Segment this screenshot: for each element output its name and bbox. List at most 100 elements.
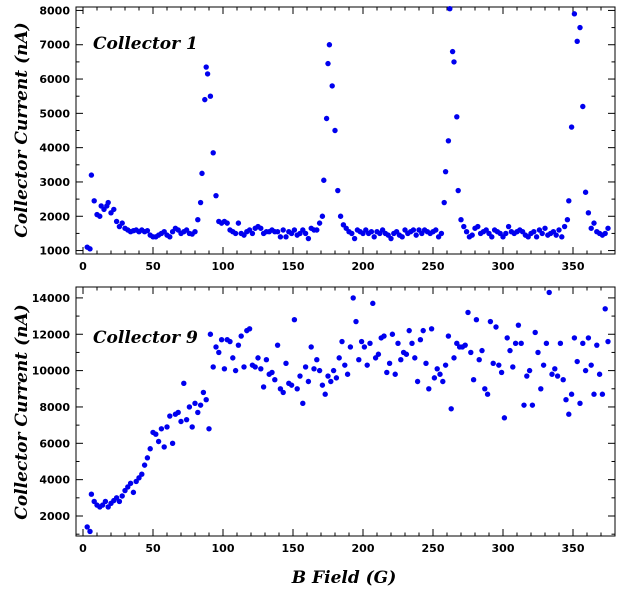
panel-label: Collector 9	[93, 328, 198, 348]
y-tick-label: 3000	[39, 176, 70, 189]
data-point	[97, 213, 103, 219]
x-tick-label: 250	[422, 260, 445, 273]
data-point	[420, 327, 426, 334]
data-point	[476, 357, 482, 363]
data-point	[371, 234, 377, 240]
data-point	[161, 444, 167, 450]
data-point	[186, 404, 193, 410]
data-point	[526, 367, 533, 374]
data-point	[277, 234, 284, 240]
data-point	[521, 402, 527, 408]
data-point	[197, 199, 204, 206]
data-point	[192, 229, 198, 235]
data-point	[339, 338, 345, 345]
data-point	[602, 306, 608, 312]
data-point	[417, 337, 424, 343]
y-tick-label: 10000	[32, 365, 71, 378]
data-point	[105, 199, 111, 206]
data-point	[549, 371, 555, 377]
data-point	[512, 340, 519, 347]
data-point	[428, 326, 435, 332]
x-tick-label: 100	[212, 542, 235, 555]
data-point	[238, 333, 244, 339]
data-point	[249, 230, 256, 237]
data-point	[580, 340, 586, 347]
plot-frame	[75, 286, 616, 537]
data-point	[147, 446, 153, 452]
data-point	[351, 235, 358, 242]
data-point	[445, 138, 452, 144]
data-point	[280, 389, 286, 396]
data-point	[358, 338, 365, 345]
data-point	[277, 386, 284, 392]
data-point	[336, 355, 342, 361]
data-point	[325, 373, 331, 379]
data-point	[445, 333, 452, 339]
data-point	[442, 168, 449, 175]
x-tick-label: 200	[352, 542, 375, 555]
data-point	[596, 371, 603, 377]
data-point	[384, 369, 390, 376]
data-point	[465, 309, 471, 316]
data-point	[297, 373, 303, 379]
data-point	[210, 150, 216, 156]
data-point	[454, 340, 460, 347]
x-axis-title: B Field (G)	[291, 568, 397, 588]
data-point	[232, 367, 239, 374]
data-point	[381, 333, 387, 339]
data-point	[372, 355, 379, 361]
data-point	[498, 369, 505, 376]
data-point	[568, 391, 575, 397]
data-point	[342, 362, 348, 368]
data-point	[288, 382, 295, 388]
data-point	[218, 337, 225, 343]
data-point	[87, 246, 93, 252]
data-point	[455, 187, 461, 194]
data-point	[178, 418, 184, 425]
data-point	[392, 371, 398, 377]
data-point	[183, 416, 190, 423]
data-point	[269, 369, 275, 376]
data-point	[280, 227, 286, 233]
x-tick-label: 350	[562, 260, 585, 273]
data-point	[490, 360, 496, 367]
data-point	[169, 440, 176, 447]
data-point	[260, 384, 267, 390]
data-point	[448, 406, 454, 412]
data-point	[574, 358, 580, 365]
data-point	[566, 198, 572, 204]
data-point	[529, 402, 536, 408]
data-point	[585, 210, 592, 216]
data-point	[605, 338, 611, 345]
data-point	[230, 355, 236, 361]
data-point	[308, 344, 314, 350]
data-point	[319, 382, 326, 388]
data-point	[206, 426, 212, 432]
y-tick-label: 14000	[32, 292, 71, 305]
data-point	[203, 64, 209, 70]
data-point	[102, 498, 109, 505]
data-point	[503, 230, 509, 237]
data-point	[300, 400, 306, 407]
data-point	[210, 364, 216, 370]
data-point	[426, 386, 432, 392]
data-point	[564, 216, 571, 223]
data-point	[116, 498, 123, 505]
data-point	[410, 227, 417, 233]
data-point	[91, 498, 97, 505]
data-point	[316, 367, 323, 374]
data-point	[155, 438, 162, 445]
data-point	[158, 426, 165, 432]
data-point	[344, 371, 351, 377]
data-point	[349, 230, 355, 237]
data-point	[316, 220, 323, 226]
data-point	[329, 83, 335, 89]
data-point	[591, 220, 597, 226]
data-point	[195, 409, 201, 416]
data-point	[200, 389, 207, 396]
data-point	[252, 364, 258, 370]
data-point	[484, 391, 491, 397]
x-tick-label: 250	[422, 542, 445, 555]
data-point	[119, 493, 125, 499]
data-point	[434, 366, 440, 372]
